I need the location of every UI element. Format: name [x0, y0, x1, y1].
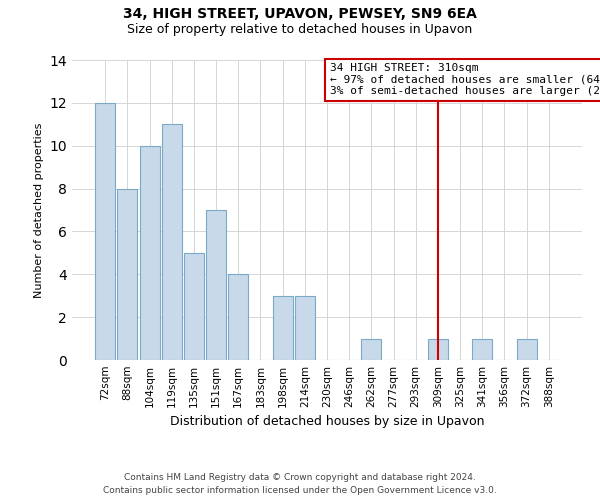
Bar: [228, 274, 248, 360]
X-axis label: Distribution of detached houses by size in Upavon: Distribution of detached houses by size …: [170, 416, 484, 428]
Text: Size of property relative to detached houses in Upavon: Size of property relative to detached ho…: [127, 22, 473, 36]
Bar: [272, 296, 293, 360]
Bar: [428, 338, 448, 360]
Bar: [184, 253, 204, 360]
Bar: [162, 124, 182, 360]
Bar: [95, 103, 115, 360]
Bar: [361, 338, 382, 360]
Text: 34 HIGH STREET: 310sqm
← 97% of detached houses are smaller (64)
3% of semi-deta: 34 HIGH STREET: 310sqm ← 97% of detached…: [329, 63, 600, 96]
Bar: [206, 210, 226, 360]
Text: Contains HM Land Registry data © Crown copyright and database right 2024.
Contai: Contains HM Land Registry data © Crown c…: [103, 474, 497, 495]
Bar: [472, 338, 492, 360]
Y-axis label: Number of detached properties: Number of detached properties: [34, 122, 44, 298]
Bar: [295, 296, 315, 360]
Bar: [517, 338, 536, 360]
Bar: [118, 188, 137, 360]
Text: 34, HIGH STREET, UPAVON, PEWSEY, SN9 6EA: 34, HIGH STREET, UPAVON, PEWSEY, SN9 6EA: [123, 8, 477, 22]
Bar: [140, 146, 160, 360]
